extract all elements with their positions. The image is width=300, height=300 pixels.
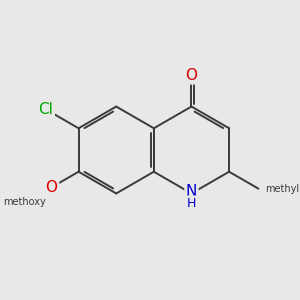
Text: O: O xyxy=(46,180,58,195)
Text: methyl: methyl xyxy=(265,184,299,194)
Text: H: H xyxy=(187,196,196,209)
Text: methoxy: methoxy xyxy=(4,197,46,207)
Text: O: O xyxy=(185,68,197,83)
Text: Cl: Cl xyxy=(38,102,53,117)
Text: N: N xyxy=(186,184,197,199)
